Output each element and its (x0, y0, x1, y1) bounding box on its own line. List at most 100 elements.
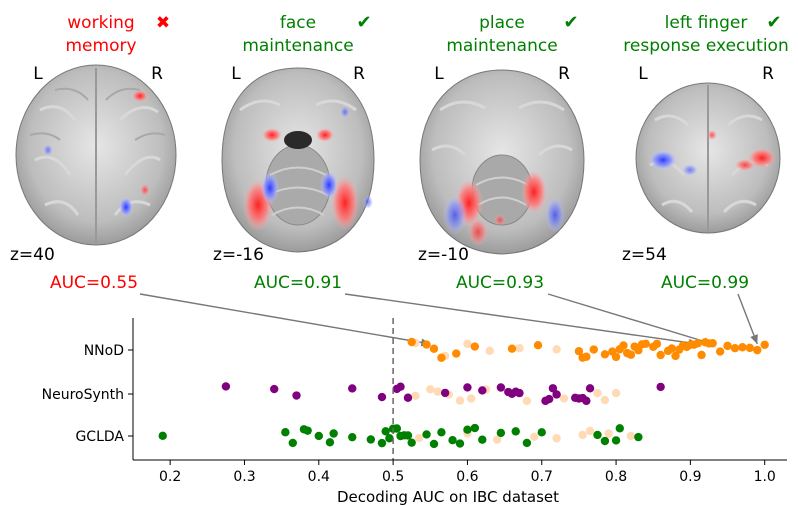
brain-slice-image (419, 69, 585, 255)
data-point-gclda (329, 429, 338, 438)
x-tick-label: 0.9 (679, 469, 701, 485)
auc-label: AUC=0.91 (254, 273, 342, 293)
data-point-gclda (392, 424, 402, 433)
auc-scatter-plot: 0.2 0.3 0.4 0.5 0.6 0.7 0.8 0.9 1.0 NNoD NeuroSyn… (42, 318, 787, 505)
data-point-neurosynth (396, 382, 405, 391)
auc-label: AUC=0.93 (456, 273, 544, 293)
data-point-gclda (593, 430, 602, 440)
left-hemisphere-label: L (434, 64, 444, 84)
data-point-nnod (671, 351, 680, 361)
data-point-nnod (641, 339, 650, 349)
data-point-gclda (348, 432, 357, 442)
background-data-point (585, 426, 595, 436)
data-point-nnod (582, 352, 591, 361)
slice-coordinate-label: z=54 (622, 245, 667, 265)
data-point-nnod (656, 350, 665, 360)
data-point-neurosynth (292, 391, 301, 400)
brain-panel-working-memory: working memory ✖ L R z=40 AUC=0.55 (10, 13, 177, 293)
data-point-gclda (478, 435, 487, 444)
data-point-neurosynth (440, 388, 450, 398)
right-hemisphere-label: R (558, 64, 570, 84)
background-data-point (530, 432, 539, 441)
x-tick-label: 0.5 (382, 469, 404, 485)
data-point-gclda (381, 427, 390, 436)
background-data-point (604, 429, 613, 438)
slice-coordinate-label: z=40 (10, 245, 55, 265)
y-tick-label: NNoD (84, 343, 124, 359)
data-point-gclda (158, 431, 167, 441)
data-point-gclda (422, 430, 431, 439)
background-data-point (522, 396, 532, 406)
data-point-neurosynth (552, 390, 561, 399)
annotation-arrows (139, 293, 758, 347)
data-point-gclda (600, 436, 610, 446)
data-point-nnod (730, 344, 740, 353)
background-data-point (411, 391, 420, 400)
data-point-nnod (600, 350, 610, 359)
data-point-gclda (634, 432, 643, 442)
panel-title-line: memory (65, 36, 136, 56)
auc-label: AUC=0.55 (50, 273, 138, 293)
data-point-nnod (574, 347, 584, 356)
slice-coordinate-label: z=-10 (418, 245, 469, 265)
data-point-nnod (437, 353, 446, 362)
data-point-gclda (537, 428, 546, 437)
right-hemisphere-label: R (151, 64, 163, 84)
data-point-neurosynth (221, 382, 231, 391)
data-point-gclda (281, 428, 290, 437)
slice-coordinate-label: z=-16 (213, 245, 264, 265)
background-data-point (552, 345, 561, 354)
x-tick-label: 0.8 (605, 469, 627, 485)
brain-panel-face-maintenance: face maintenance ✔ L R z=-16 AUC=0.91 (213, 12, 375, 293)
data-point-neurosynth (463, 383, 472, 392)
right-hemisphere-label: R (762, 64, 774, 84)
check-mark-icon: ✔ (766, 12, 781, 33)
left-hemisphere-label: L (231, 64, 241, 84)
y-axis-ticks: NNoD NeuroSynth GCLDA (42, 343, 133, 445)
background-data-point (593, 388, 602, 398)
data-point-neurosynth (656, 382, 665, 392)
background-data-point (485, 346, 494, 356)
x-tick-label: 0.2 (159, 469, 181, 485)
data-point-gclda (522, 438, 532, 448)
data-point-nnod (429, 344, 439, 353)
data-point-gclda (448, 436, 457, 445)
data-point-nnod (760, 340, 769, 349)
background-data-point (578, 430, 587, 440)
data-point-nnod (589, 345, 598, 354)
check-mark-icon: ✔ (563, 12, 578, 33)
background-data-point (600, 395, 610, 405)
data-point-nnod (611, 352, 621, 362)
data-point-gclda (429, 439, 439, 449)
data-point-gclda (437, 428, 446, 437)
panel-title-line: place (479, 13, 525, 33)
left-hemisphere-label: L (638, 64, 648, 84)
annotation-arrow-line (344, 293, 698, 345)
y-tick-label: GCLDA (75, 429, 124, 445)
data-point-gclda (314, 431, 323, 441)
annotation-arrow-head (750, 334, 758, 344)
data-point-neurosynth (403, 393, 413, 402)
data-point-gclda (615, 424, 624, 433)
annotation-arrow-line (139, 293, 431, 345)
brain-slice-image (15, 64, 177, 246)
data-point-nnod (708, 339, 717, 348)
data-point-neurosynth (348, 384, 357, 393)
panel-title-line: face (280, 13, 316, 33)
background-data-point (414, 433, 424, 443)
data-point-gclda (407, 438, 416, 447)
x-tick-label: 1.0 (754, 469, 776, 485)
panel-title-line: response execution (623, 36, 788, 56)
data-point-nnod (422, 340, 431, 349)
data-point-nnod (619, 341, 628, 350)
check-mark-icon: ✔ (356, 12, 371, 33)
x-axis-ticks: 0.2 0.3 0.4 0.5 0.6 0.7 0.8 0.9 1.0 (159, 460, 776, 485)
data-point-nnod (697, 350, 706, 360)
brain-slice-image (635, 82, 781, 234)
scatter-points (158, 337, 769, 449)
background-data-point (611, 388, 621, 398)
background-data-point (455, 396, 465, 405)
data-point-neurosynth (515, 388, 524, 398)
background-data-point (626, 431, 636, 441)
brain-panel-left-finger-response: left finger response execution ✔ L R z=5… (622, 12, 789, 293)
